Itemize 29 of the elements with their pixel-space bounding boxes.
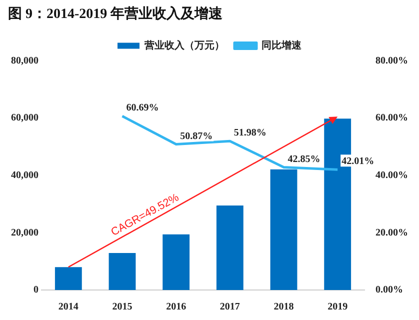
legend-label: 营业收入（万元） (144, 39, 224, 52)
x-tick-label: 2019 (328, 302, 348, 313)
bar (54, 267, 82, 290)
x-tick-label: 2014 (58, 302, 78, 313)
data-label: 42.01% (342, 156, 374, 168)
bar (270, 169, 298, 290)
y2-tick-label: 80.00% (376, 55, 408, 66)
y2-tick-label: 60.00% (376, 112, 408, 124)
x-tick-label: 2016 (166, 302, 186, 313)
y-tick-label: 60,000 (11, 112, 38, 124)
y-tick-label: 0 (34, 284, 38, 296)
bar (162, 234, 190, 290)
data-label: 60.69% (126, 102, 159, 114)
y-tick-label: 80,000 (11, 55, 38, 66)
data-label: 50.87% (180, 130, 213, 142)
data-label: 42.85% (288, 154, 320, 165)
chart-title: 图 9：2014-2019 年营业收入及增速 (8, 6, 224, 22)
bar (216, 205, 244, 290)
x-tick-label: 2018 (274, 302, 294, 313)
legend-label: 同比增速 (262, 39, 302, 52)
y2-tick-label: 0.00% (376, 284, 403, 296)
x-tick-label: 2017 (220, 302, 240, 313)
data-label: 51.98% (234, 128, 266, 139)
y2-tick-label: 20.00% (376, 227, 408, 238)
y-tick-label: 40,000 (11, 170, 38, 181)
bar (108, 253, 136, 290)
y2-tick-label: 40.00% (376, 170, 408, 181)
x-tick-label: 2015 (112, 302, 132, 313)
y-tick-label: 20,000 (11, 227, 38, 238)
